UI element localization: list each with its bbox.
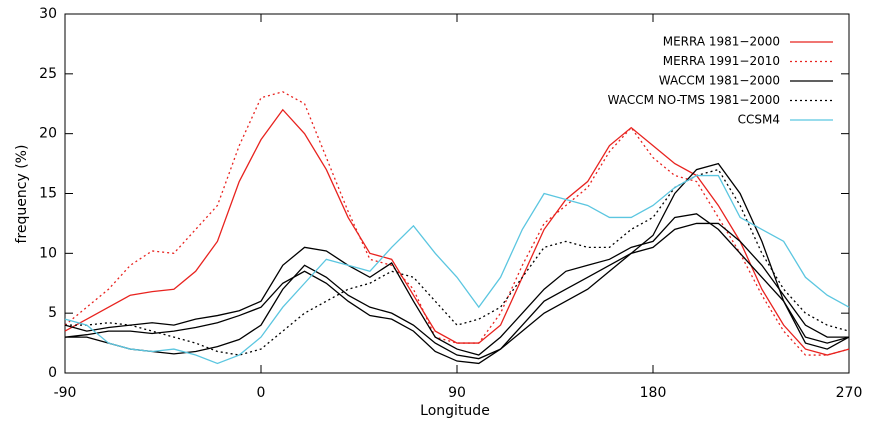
legend-label: MERRA 1981−2000 <box>663 35 780 49</box>
y-tick-label: 0 <box>48 365 57 381</box>
y-tick-label: 20 <box>39 126 57 142</box>
legend-label: WACCM NO-TMS 1981−2000 <box>608 93 780 107</box>
x-axis-label: Longitude <box>420 403 490 419</box>
x-tick-label: -90 <box>54 385 77 401</box>
y-tick-label: 15 <box>39 186 57 202</box>
y-tick-label: 10 <box>39 245 57 261</box>
legend-label: CCSM4 <box>738 113 780 127</box>
y-tick-label: 30 <box>39 6 57 22</box>
x-tick-label: 90 <box>448 385 466 401</box>
series-line <box>64 213 850 356</box>
series-line <box>65 168 850 356</box>
y-tick-label: 5 <box>48 305 57 321</box>
series-line <box>64 91 850 356</box>
series-line <box>64 174 850 365</box>
series-line <box>64 108 850 356</box>
series-line <box>65 162 850 360</box>
x-tick-label: 180 <box>640 385 667 401</box>
x-tick-label: 270 <box>836 385 863 401</box>
legend-label: MERRA 1991−2010 <box>663 54 780 68</box>
y-axis-label: frequency (%) <box>14 145 30 244</box>
y-tick-label: 25 <box>39 66 57 82</box>
series-line <box>64 222 849 365</box>
legend-label: WACCM 1981−2000 <box>659 74 780 88</box>
x-tick-label: 0 <box>257 385 266 401</box>
